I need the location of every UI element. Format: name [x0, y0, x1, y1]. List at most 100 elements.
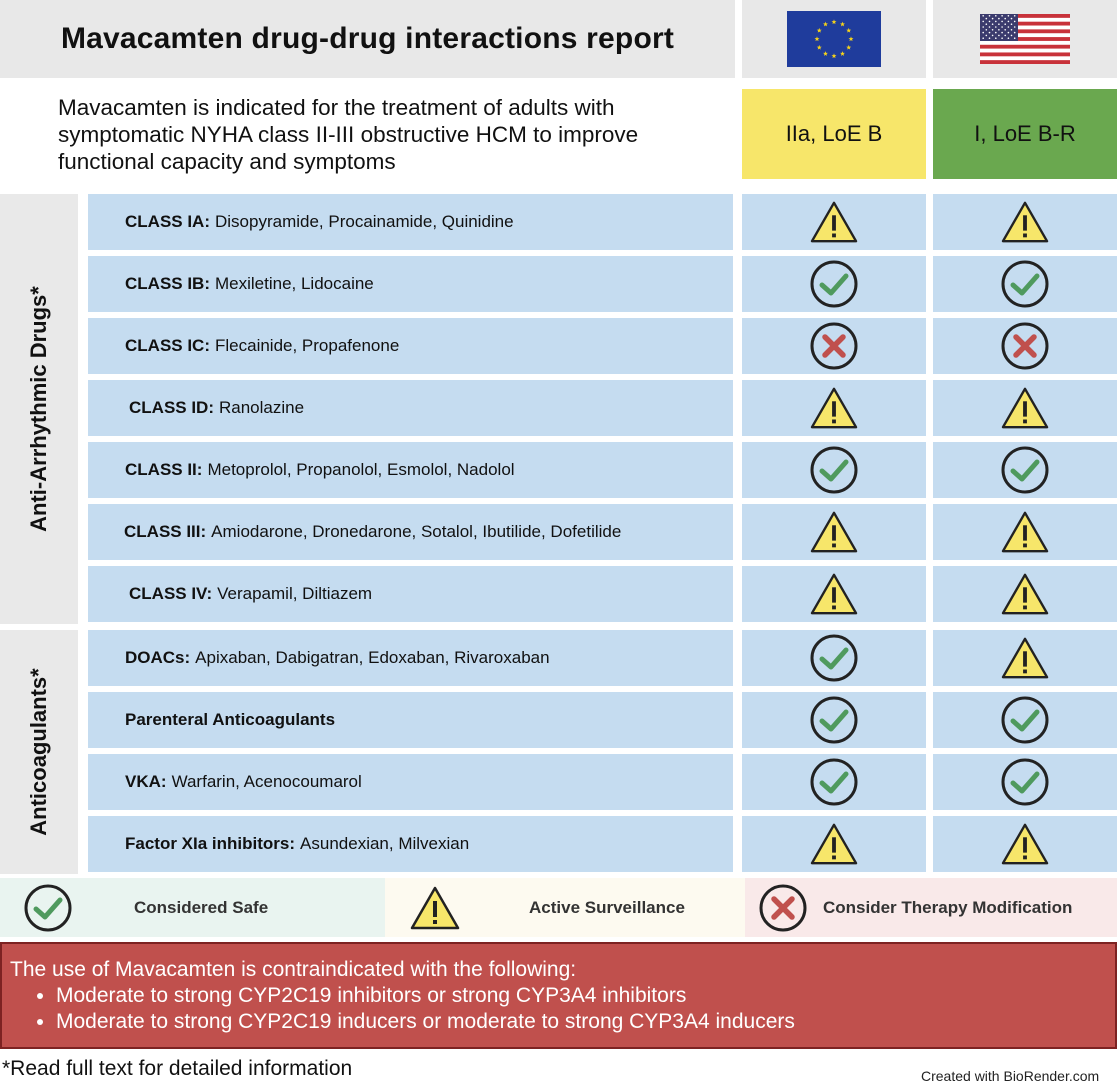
drug-row: CLASS IV: Verapamil, Diltiazem — [88, 566, 733, 622]
eu-recommendation: IIa, LoE B — [742, 89, 926, 179]
eu-flag-cell — [742, 0, 926, 78]
eu-status-cell — [742, 256, 926, 312]
drug-names: Apixaban, Dabigatran, Edoxaban, Rivaroxa… — [195, 648, 549, 668]
drug-class-label: VKA: — [125, 772, 167, 792]
warning-icon — [809, 199, 859, 245]
drug-class-label: CLASS II: — [125, 460, 202, 480]
drug-names: Disopyramide, Procainamide, Quinidine — [215, 212, 514, 232]
indication-text: Mavacamten is indicated for the treatmen… — [58, 94, 738, 175]
drug-row: Parenteral Anticoagulants — [88, 692, 733, 748]
drug-row: CLASS II: Metoprolol, Propanolol, Esmolol… — [88, 442, 733, 498]
warning-icon — [1000, 571, 1050, 617]
drug-names: Warfarin, Acenocoumarol — [172, 772, 362, 792]
contraindication-item: Moderate to strong CYP2C19 inducers or m… — [56, 1009, 1115, 1035]
eu-status-cell — [742, 630, 926, 686]
warning-icon — [809, 821, 859, 867]
footnote: *Read full text for detailed information — [2, 1057, 352, 1081]
warning-icon — [409, 884, 461, 932]
drug-row: CLASS ID: Ranolazine — [88, 380, 733, 436]
drug-class-label: DOACs: — [125, 648, 190, 668]
check-icon — [808, 444, 860, 496]
drug-row: Factor XIa inhibitors: Asundexian, Milvex… — [88, 816, 733, 872]
check-icon — [808, 694, 860, 746]
eu-status-cell — [742, 816, 926, 872]
drug-names: Amiodarone, Dronedarone, Sotalol, Ibutil… — [211, 522, 621, 542]
drug-names: Asundexian, Milvexian — [300, 834, 469, 854]
eu-recommendation-label: IIa, LoE B — [786, 121, 883, 147]
check-icon — [808, 756, 860, 808]
warning-icon — [1000, 635, 1050, 681]
legend-safe-label: Considered Safe — [134, 898, 268, 918]
contraindication-list: Moderate to strong CYP2C19 inhibitors or… — [10, 983, 1115, 1035]
drug-row: DOACs: Apixaban, Dabigatran, Edoxaban, Ri… — [88, 630, 733, 686]
eu-status-cell — [742, 754, 926, 810]
drug-class-label: Parenteral Anticoagulants — [125, 710, 335, 730]
us-recommendation-label: I, LoE B-R — [974, 121, 1075, 147]
contraindication-item: Moderate to strong CYP2C19 inhibitors or… — [56, 983, 1115, 1009]
drug-names: Ranolazine — [219, 398, 304, 418]
eu-status-cell — [742, 318, 926, 374]
drug-row: CLASS IB: Mexiletine, Lidocaine — [88, 256, 733, 312]
drug-row: CLASS IC: Flecainide, Propafenone — [88, 318, 733, 374]
cross-icon — [808, 320, 860, 372]
us-status-cell — [933, 692, 1117, 748]
cross-icon — [999, 320, 1051, 372]
us-status-cell — [933, 442, 1117, 498]
legend-modify: Consider Therapy Modification — [745, 878, 1117, 937]
drug-row: VKA: Warfarin, Acenocoumarol — [88, 754, 733, 810]
drug-names: Flecainide, Propafenone — [215, 336, 399, 356]
check-icon — [808, 258, 860, 310]
us-flag-icon — [980, 14, 1070, 64]
drug-names: Verapamil, Diltiazem — [217, 584, 372, 604]
anticoagulant-group: Anticoagulants* — [0, 630, 78, 874]
us-recommendation: I, LoE B-R — [933, 89, 1117, 179]
drug-class-label: CLASS IC: — [125, 336, 210, 356]
warning-icon — [1000, 199, 1050, 245]
drug-names: Metoprolol, Propanolol, Esmolol, Nadolol — [207, 460, 514, 480]
legend-modify-label: Consider Therapy Modification — [823, 898, 1072, 918]
check-icon — [999, 694, 1051, 746]
warning-icon — [809, 509, 859, 555]
drug-names: Mexiletine, Lidocaine — [215, 274, 374, 294]
check-icon — [999, 756, 1051, 808]
title-bar: Mavacamten drug-drug interactions report — [0, 0, 735, 78]
drug-class-label: CLASS IA: — [125, 212, 210, 232]
us-status-cell — [933, 754, 1117, 810]
drug-row: CLASS IA: Disopyramide, Procainamide, Qui… — [88, 194, 733, 250]
us-status-cell — [933, 630, 1117, 686]
legend-safe: Considered Safe — [0, 878, 385, 937]
us-status-cell — [933, 318, 1117, 374]
antiarrhythmic-group-label: Anti-Arrhythmic Drugs* — [26, 286, 52, 532]
antiarrhythmic-group: Anti-Arrhythmic Drugs* — [0, 194, 78, 624]
eu-status-cell — [742, 442, 926, 498]
check-icon — [999, 258, 1051, 310]
eu-status-cell — [742, 380, 926, 436]
contraindication-box: The use of Mavacamten is contraindicated… — [0, 942, 1117, 1049]
drug-class-label: Factor XIa inhibitors: — [125, 834, 295, 854]
check-icon — [808, 632, 860, 684]
check-icon — [22, 882, 74, 934]
us-status-cell — [933, 194, 1117, 250]
warning-icon — [809, 571, 859, 617]
drug-row: CLASS III: Amiodarone, Dronedarone, Sotal… — [88, 504, 733, 560]
page-title: Mavacamten drug-drug interactions report — [61, 22, 674, 56]
legend-surveillance-label: Active Surveillance — [529, 898, 685, 918]
eu-status-cell — [742, 504, 926, 560]
drug-class-label: CLASS IV: — [129, 584, 212, 604]
warning-icon — [1000, 509, 1050, 555]
drug-class-label: CLASS IB: — [125, 274, 210, 294]
legend-surveillance: Active Surveillance — [385, 878, 745, 937]
us-status-cell — [933, 816, 1117, 872]
warning-icon — [809, 385, 859, 431]
contraindication-lead: The use of Mavacamten is contraindicated… — [10, 957, 1115, 983]
anticoagulant-group-label: Anticoagulants* — [26, 668, 52, 835]
eu-status-cell — [742, 566, 926, 622]
cross-icon — [757, 882, 809, 934]
us-status-cell — [933, 504, 1117, 560]
us-status-cell — [933, 256, 1117, 312]
drug-class-label: CLASS III: — [124, 522, 206, 542]
eu-flag-icon — [787, 11, 881, 67]
eu-status-cell — [742, 692, 926, 748]
warning-icon — [1000, 385, 1050, 431]
us-status-cell — [933, 380, 1117, 436]
